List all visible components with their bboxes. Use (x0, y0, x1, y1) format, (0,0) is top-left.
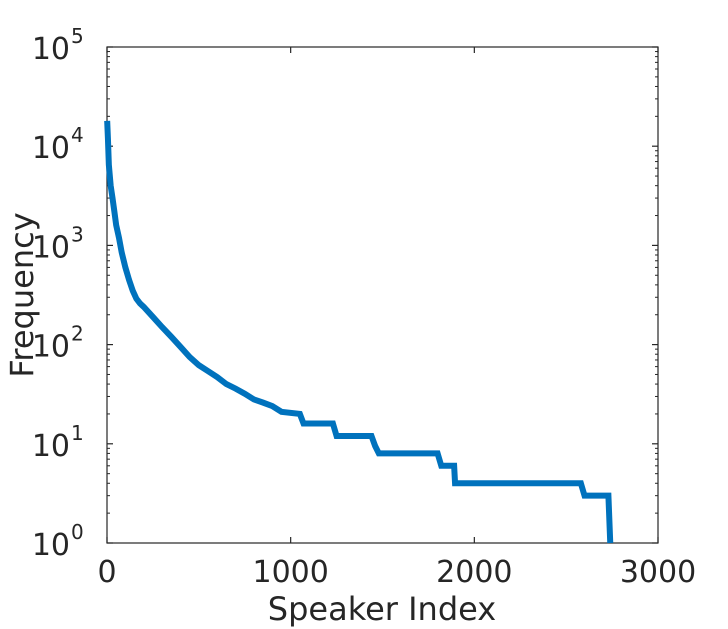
y-tick-label: 10 (32, 330, 70, 365)
y-tick-label: 10 (32, 528, 70, 563)
y-tick-label: 10 (32, 230, 70, 265)
x-tick-label: 1000 (252, 555, 328, 590)
x-axis-label: Speaker Index (268, 590, 496, 628)
y-tick-label-exponent: 4 (71, 123, 84, 147)
y-tick-label-exponent: 3 (71, 222, 84, 246)
y-tick-label: 10 (32, 131, 70, 166)
y-tick-label-exponent: 5 (71, 24, 84, 48)
y-tick-label-exponent: 1 (71, 421, 84, 445)
plot-area (106, 46, 659, 544)
x-tick-label: 2000 (436, 555, 512, 590)
x-tick-label: 3000 (620, 555, 696, 590)
y-tick-label-exponent: 2 (71, 322, 84, 346)
y-tick-label: 10 (32, 32, 70, 67)
x-axis: 0 1000 2000 3000 (97, 47, 696, 590)
y-tick-label: 10 (32, 429, 70, 464)
y-tick-label-exponent: 0 (71, 520, 84, 544)
series-line (104, 120, 614, 544)
x-tick-label: 0 (97, 555, 116, 590)
y-axis-label: Frequency (3, 212, 41, 377)
